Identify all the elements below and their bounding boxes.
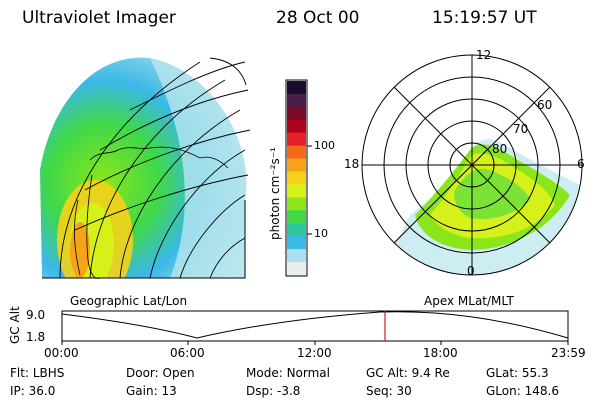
status-seq: Seq: 30	[366, 384, 412, 398]
colorbar-swatch	[287, 249, 306, 263]
colorbar-unit-label: photon cm⁻²s⁻¹	[268, 147, 282, 240]
polar-plot	[361, 54, 583, 276]
lat-label-80: 80	[492, 142, 508, 156]
colorbar-swatch	[287, 171, 306, 185]
colorbar-tick-10: 10	[314, 227, 328, 240]
timeline-plot	[61, 310, 569, 345]
timeline-x-tick: 18:00	[423, 346, 458, 360]
colorbar-swatch	[287, 81, 306, 95]
colorbar-tick-100: 100	[314, 139, 335, 152]
colorbar-swatch	[287, 119, 306, 134]
mlt-label-left: 18	[344, 157, 360, 171]
timeline-y-tick-low: 1.8	[26, 330, 46, 344]
lat-label-70: 70	[513, 122, 529, 136]
timeline-x-tick: 12:00	[297, 346, 332, 360]
lat-label-60: 60	[537, 98, 553, 112]
status-gain: Gain: 13	[126, 384, 177, 398]
colorbar-swatch	[287, 106, 306, 121]
status-gc-alt: GC Alt: 9.4 Re	[366, 366, 450, 380]
colorbar-swatch	[287, 158, 306, 173]
colorbar-swatch	[287, 236, 306, 250]
mlt-label-bottom: 0	[467, 264, 475, 278]
mlt-label-top: 12	[476, 48, 492, 62]
colorbar-swatch	[287, 210, 306, 224]
right-panel-label: Apex MLat/MLT	[424, 294, 514, 308]
status-dsp: Dsp: -3.8	[246, 384, 301, 398]
status-glat: GLat: 55.3	[486, 366, 549, 380]
status-glon: GLon: 148.6	[486, 384, 559, 398]
colorbar-swatch	[287, 223, 306, 237]
timeline-x-tick: 06:00	[170, 346, 205, 360]
status-mode: Mode: Normal	[246, 366, 330, 380]
colorbar-swatch	[287, 197, 306, 211]
mlt-label-right: 6	[577, 157, 585, 171]
status-ip: IP: 36.0	[10, 384, 56, 398]
timeline-x-tick: 23:59	[551, 346, 586, 360]
time-label: 15:19:57 UT	[432, 8, 537, 28]
timeline-y-tick-high: 9.0	[26, 308, 46, 322]
geographic-image	[40, 57, 251, 279]
instrument-title: Ultraviolet Imager	[22, 8, 176, 28]
date-label: 28 Oct 00	[276, 8, 360, 28]
left-panel-label: Geographic Lat/Lon	[70, 294, 188, 308]
colorbar-swatch	[287, 145, 306, 160]
colorbar-swatch	[287, 262, 306, 276]
timeline-y-label: GC Alt	[8, 306, 22, 344]
colorbar-swatch	[287, 132, 306, 147]
timeline-x-tick: 00:00	[44, 346, 79, 360]
colorbar-swatch	[287, 184, 306, 198]
status-flt: Flt: LBHS	[10, 366, 65, 380]
status-door: Door: Open	[126, 366, 195, 380]
colorbar-swatch	[287, 93, 306, 108]
colorbar	[285, 79, 312, 277]
